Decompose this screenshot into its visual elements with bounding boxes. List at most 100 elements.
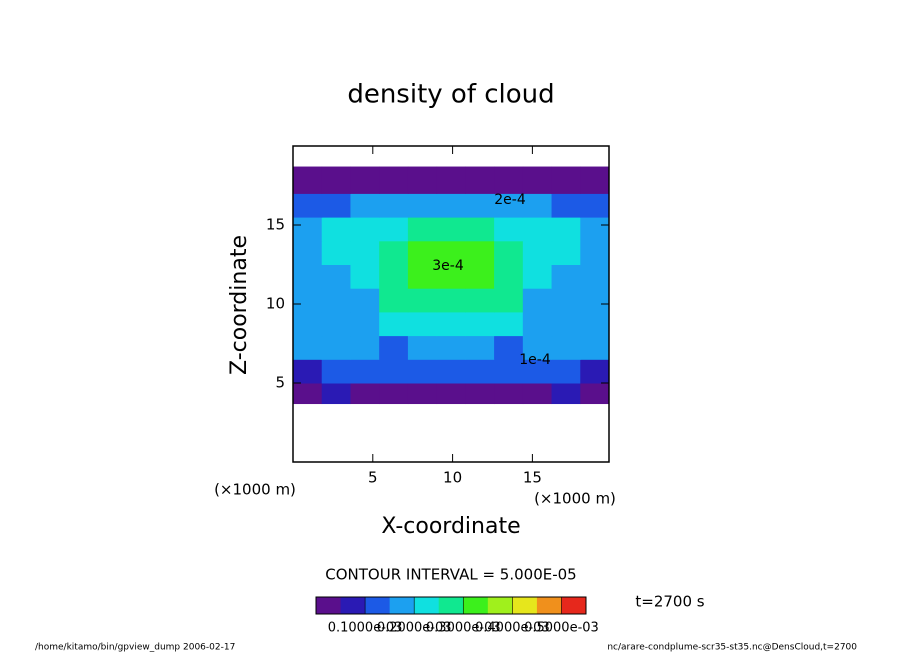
colorbar-swatch bbox=[487, 597, 513, 614]
time-label: t=2700 s bbox=[635, 593, 704, 611]
cell bbox=[465, 335, 495, 360]
cell bbox=[494, 166, 524, 194]
contour-label: 3e-4 bbox=[432, 258, 464, 274]
cell bbox=[522, 311, 553, 337]
y-unit: (×1000 m) bbox=[214, 481, 296, 499]
cell bbox=[522, 335, 553, 360]
cell bbox=[407, 383, 438, 405]
cell bbox=[321, 383, 351, 405]
cell bbox=[522, 383, 553, 405]
cell bbox=[436, 240, 466, 265]
cell bbox=[350, 335, 380, 360]
cell bbox=[436, 335, 466, 360]
x-axis-label: X-coordinate bbox=[381, 514, 520, 539]
cell bbox=[580, 288, 610, 313]
cell bbox=[407, 311, 438, 337]
cell bbox=[350, 311, 380, 337]
cell bbox=[580, 217, 610, 242]
cell bbox=[551, 240, 581, 265]
cell bbox=[580, 193, 610, 218]
colorbar-tick-label: 0.3000e-03 bbox=[426, 621, 501, 636]
cell bbox=[494, 240, 524, 265]
colorbar-swatch bbox=[389, 597, 415, 614]
cell bbox=[494, 311, 524, 337]
cell bbox=[350, 193, 380, 218]
cell bbox=[465, 217, 495, 242]
cell bbox=[321, 311, 351, 337]
x-unit: (×1000 m) bbox=[534, 490, 616, 508]
cell bbox=[379, 193, 409, 218]
cell bbox=[350, 288, 380, 313]
cell bbox=[407, 359, 438, 384]
cell bbox=[551, 288, 581, 313]
colorbar-tick-label: 0.1000e-03 bbox=[328, 621, 403, 636]
cell bbox=[580, 335, 610, 360]
y-tick-label: 10 bbox=[266, 295, 285, 313]
footer-left: /home/kitamo/bin/gpview_dump 2006-02-17 bbox=[35, 643, 235, 653]
cell bbox=[407, 240, 438, 265]
cell bbox=[293, 335, 323, 360]
colorbar-swatch bbox=[316, 597, 342, 614]
cell bbox=[379, 311, 409, 337]
cell bbox=[522, 193, 553, 218]
cell bbox=[551, 166, 581, 194]
cell bbox=[407, 193, 438, 218]
cell bbox=[321, 359, 351, 384]
cell bbox=[522, 217, 553, 242]
cell bbox=[551, 359, 581, 384]
cell bbox=[407, 288, 438, 313]
cell bbox=[580, 240, 610, 265]
cell bbox=[551, 335, 581, 360]
cell bbox=[551, 311, 581, 337]
cell bbox=[494, 288, 524, 313]
cell bbox=[465, 311, 495, 337]
cell bbox=[321, 240, 351, 265]
colorbar-swatch bbox=[365, 597, 391, 614]
cell bbox=[350, 359, 380, 384]
colorbar-swatch bbox=[340, 597, 366, 614]
cell bbox=[293, 383, 323, 405]
colorbar-swatch bbox=[512, 597, 538, 614]
cell bbox=[551, 383, 581, 405]
cell bbox=[379, 383, 409, 405]
cell bbox=[321, 288, 351, 313]
cell bbox=[465, 288, 495, 313]
cell bbox=[522, 359, 553, 384]
chart-title: density of cloud bbox=[347, 80, 554, 110]
cell bbox=[379, 166, 409, 194]
cell bbox=[293, 240, 323, 265]
cell bbox=[436, 288, 466, 313]
colorbar-tick-label: 0.4000e-03 bbox=[475, 621, 550, 636]
colorbar-swatch bbox=[536, 597, 562, 614]
cell bbox=[580, 264, 610, 289]
cell bbox=[580, 166, 610, 194]
cell bbox=[293, 193, 323, 218]
cell bbox=[321, 335, 351, 360]
cell bbox=[551, 217, 581, 242]
cell bbox=[350, 166, 380, 194]
cell bbox=[379, 335, 409, 360]
cell bbox=[293, 311, 323, 337]
cell bbox=[436, 264, 466, 289]
cell bbox=[465, 359, 495, 384]
cell bbox=[350, 383, 380, 405]
cell bbox=[522, 240, 553, 265]
cell bbox=[522, 264, 553, 289]
footer-right: nc/arare-condplume-scr35-st35.nc@DensClo… bbox=[607, 643, 857, 653]
cell bbox=[350, 240, 380, 265]
colorbar-swatch bbox=[438, 597, 464, 614]
cell bbox=[293, 217, 323, 242]
cell bbox=[436, 166, 466, 194]
cell bbox=[407, 264, 438, 289]
colorbar-frame bbox=[315, 596, 587, 615]
cell bbox=[379, 217, 409, 242]
y-tick-label: 15 bbox=[266, 216, 285, 234]
contour-label: 1e-4 bbox=[519, 352, 551, 368]
contour-label: 2e-4 bbox=[494, 192, 526, 208]
cell bbox=[494, 193, 524, 218]
cell bbox=[321, 193, 351, 218]
cell bbox=[407, 166, 438, 194]
colorbar-swatch bbox=[414, 597, 440, 614]
cell bbox=[407, 217, 438, 242]
